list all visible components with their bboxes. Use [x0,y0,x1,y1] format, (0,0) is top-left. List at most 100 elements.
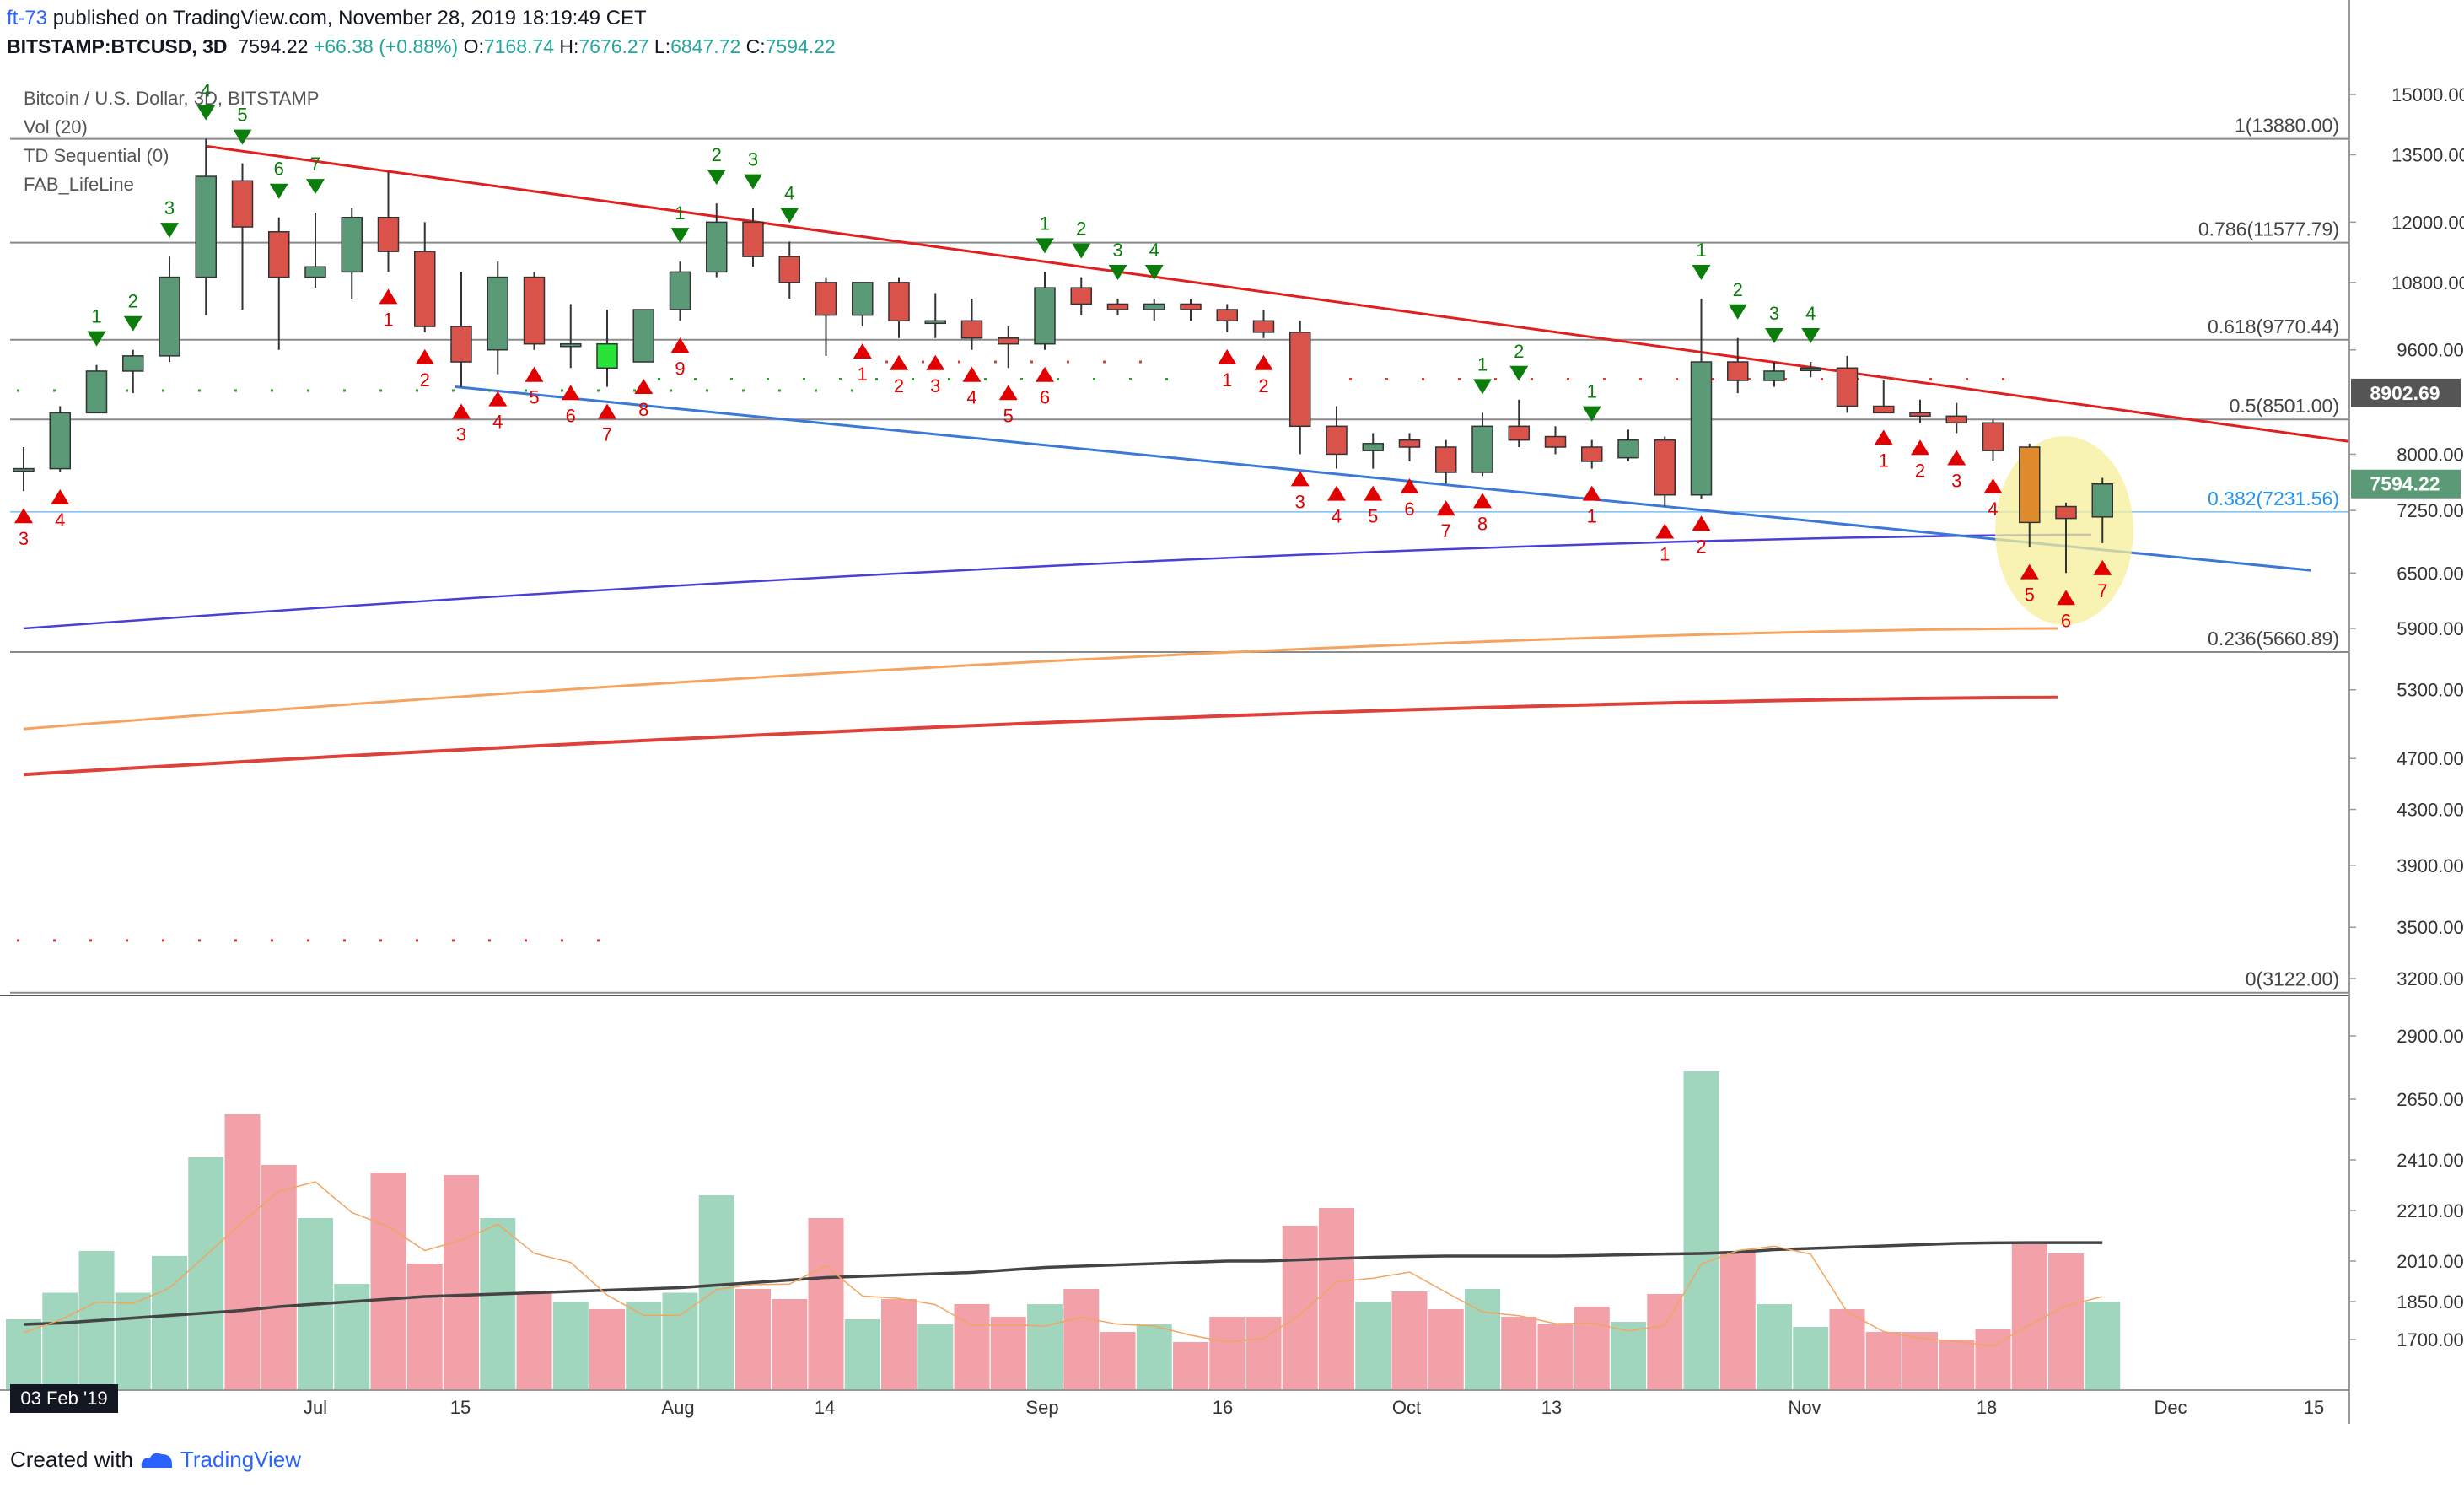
legend-volume[interactable]: Vol (20) [24,116,88,137]
candle-body [1617,439,1639,459]
time-tick-label: 18 [1977,1397,1997,1418]
candle-body [1544,435,1567,448]
candle-body [852,282,874,316]
time-tick-label: 14 [815,1397,835,1418]
td-buy-count: 3 [930,375,940,396]
volume-bar [844,1319,880,1390]
volume-bar [1611,1322,1646,1390]
published-text: published on TradingView.com, November 2… [52,7,647,30]
volume-tick-label: 1850.00 [2397,1291,2464,1313]
volume-bar [370,1173,406,1390]
volume-tick-label: 2210.00 [2397,1200,2464,1221]
td-buy-count: 5 [1003,405,1014,426]
td-buy-count: 2 [1258,375,1268,396]
td-sell-count: 3 [1769,303,1779,324]
publisher-name[interactable]: ft-73 [7,7,48,30]
price-tick-label: 3900.00 [2397,855,2464,876]
td-buy-count: 4 [492,412,503,433]
trendlines [17,145,2350,942]
candle-body [304,266,326,278]
candle-body [1836,367,1859,407]
td-buy-arrow [962,366,982,382]
fib-level-label: 0.786(11577.79) [2198,218,2339,240]
td-sell-arrow [196,105,216,121]
candle-body [195,175,217,278]
legend-main-series[interactable]: Bitcoin / U.S. Dollar, 3D, BITSTAMP [24,88,320,109]
td-sell-arrow [1108,264,1127,280]
legend-td-sequential[interactable]: TD Sequential (0) [24,145,169,166]
candle-body [1982,422,2004,451]
td-buy-arrow [1874,429,1893,445]
volume-bar [1282,1226,1318,1390]
td-sell-count: 7 [310,154,320,175]
td-buy-arrow [1911,439,1929,456]
candle-body [1435,446,1457,473]
candle-body [669,271,691,310]
td-buy-count: 3 [456,424,466,445]
candle-body [1252,320,1275,333]
candle-body [159,276,180,357]
volume-bar [1793,1327,1829,1390]
td-buy-arrow [561,385,580,401]
candle-body [1398,439,1421,448]
volume-bar [115,1292,151,1390]
td-buy-arrow [379,288,398,305]
td-buy-arrow [2020,563,2039,580]
td-buy-arrow [1582,485,1601,501]
footer: Created with TradingView [10,1447,301,1473]
time-tick-label: Aug [661,1397,694,1418]
td-buy-count: 1 [1222,369,1232,391]
tradingview-logo-icon [141,1453,172,1468]
td-sell-count: 4 [1149,240,1159,261]
price-tick-label: 15000.00 [2391,84,2464,105]
moving-averages [23,533,2092,777]
candle-body [13,467,35,472]
td-sell-arrow [780,208,799,224]
price-tick-label: 3500.00 [2397,917,2464,938]
volume-bar [1063,1289,1100,1390]
candle-body [1106,303,1129,310]
td-buy-count: 4 [1988,499,1998,520]
price-tick-label: 5900.00 [2397,618,2464,639]
volume-tick-label: 2650.00 [2397,1089,2464,1110]
candle-body [924,320,946,325]
volume-bar [6,1319,41,1390]
price-tick-label: 9600.00 [2397,340,2464,361]
candle-body [778,256,800,283]
td-buy-arrow [1655,523,1675,539]
candles [13,138,2113,574]
volume-bar [990,1317,1026,1390]
td-buy-arrow [634,379,654,395]
volume-bar [1391,1291,1428,1390]
volume-bar [1245,1317,1282,1390]
volume-bars [6,1071,2121,1390]
candle-body [1800,367,1821,372]
candle-body [998,337,1019,345]
td-sell-arrow [1509,365,1529,381]
tradingview-brand[interactable]: TradingView [180,1447,302,1472]
candle-body [1508,425,1530,441]
td-sell-count: 1 [675,202,685,224]
crosshair-date-label: 03 Feb '19 [10,1384,118,1413]
price-tick-label: 6500.00 [2397,563,2464,584]
high-label: H: [559,35,579,57]
volume-bar [1428,1309,1464,1390]
td-buy-arrow [452,403,471,419]
fib-level-label: 1(13880.00) [2235,115,2339,137]
td-buy-arrow [853,343,872,359]
td-sell-count: 1 [1696,240,1706,261]
axes: 15000.0013500.0012000.0010800.009600.008… [0,0,2464,1424]
td-buy-count: 8 [1477,513,1488,534]
volume-bar [1865,1332,1902,1390]
td-sell-count: 1 [1587,381,1597,402]
volume-bar [1173,1342,1208,1390]
candle-body [1289,332,1311,428]
candle-body [414,251,436,327]
td-buy-arrow [1254,354,1273,370]
legend-fab-lifeline[interactable]: FAB_LifeLine [24,174,134,195]
td-buy-arrow [1983,477,2003,493]
td-buy-arrow [415,348,434,364]
price-tick-label: 7250.00 [2397,500,2464,521]
volume-bar [917,1324,954,1390]
